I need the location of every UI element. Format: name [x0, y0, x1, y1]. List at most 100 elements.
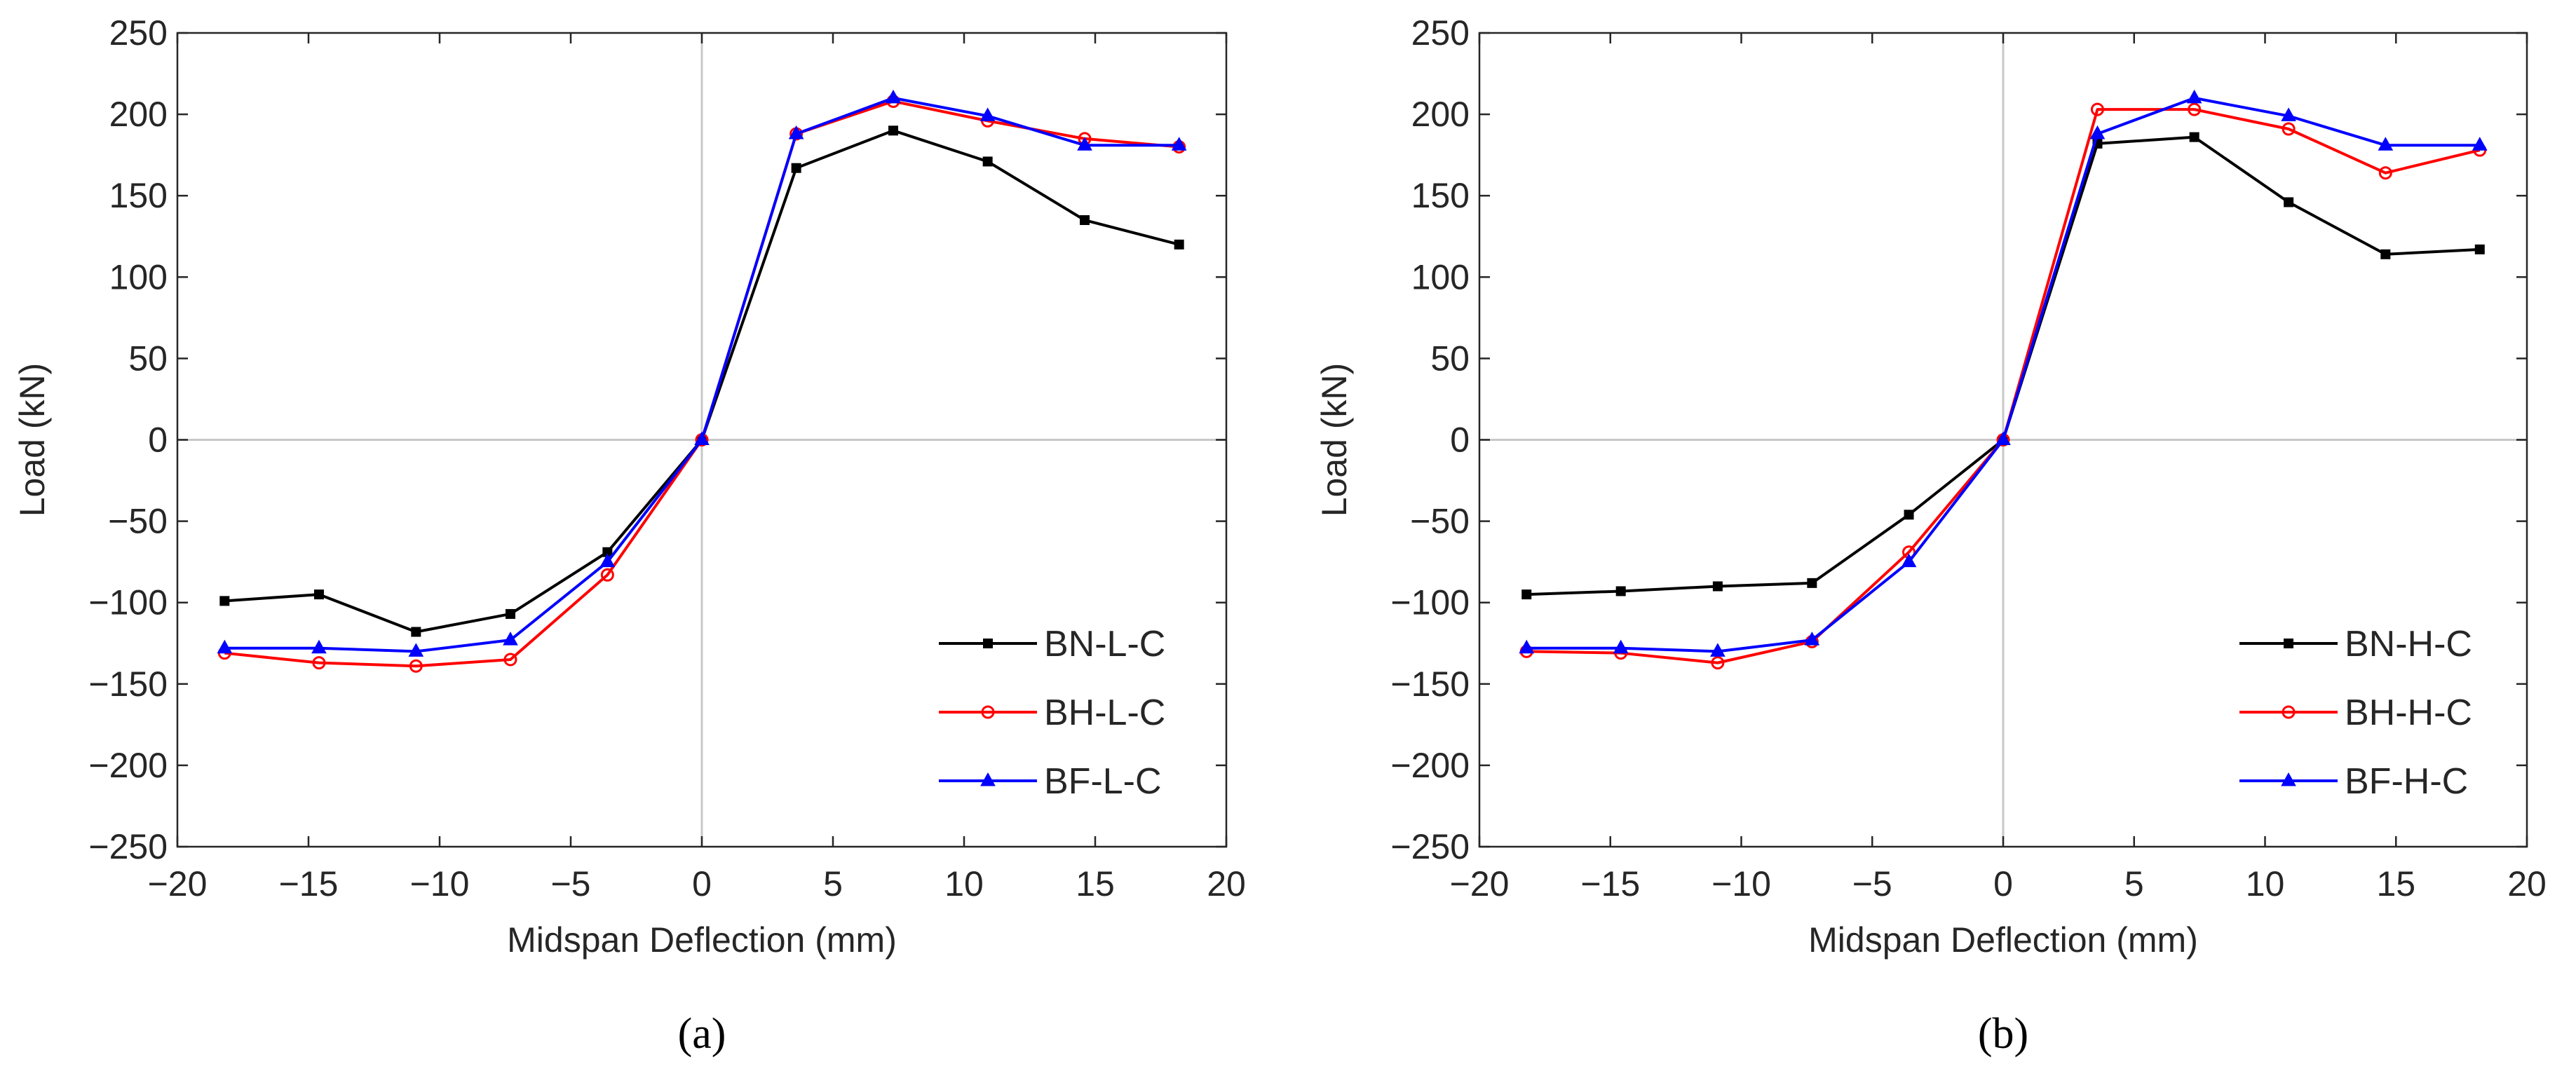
x-tick-label: −5: [550, 864, 590, 903]
data-point: [2474, 244, 2485, 254]
legend-label: BN-L-C: [1044, 624, 1165, 664]
y-tick-label: −150: [1390, 664, 1470, 704]
y-tick-label: −250: [88, 827, 168, 866]
x-tick-label: 0: [1993, 864, 2013, 903]
data-point: [411, 627, 421, 637]
data-point: [1710, 643, 1726, 657]
data-point: [1712, 581, 1723, 592]
chart-b: −20 −15 −10 −5 0 5 10 15 20250200150100500−50−10…: [1315, 13, 2547, 1058]
legend-marker: [2284, 639, 2293, 648]
data-point: [313, 589, 324, 600]
data-point: [505, 608, 515, 619]
data-point: [2378, 166, 2392, 180]
x-tick-label: 5: [2124, 864, 2144, 903]
y-tick-label: 0: [1450, 421, 1470, 460]
legend-marker: [983, 639, 993, 648]
y-tick-label: 100: [109, 257, 168, 296]
data-point: [694, 431, 710, 445]
x-tick-label: 15: [2376, 864, 2415, 903]
data-point: [312, 656, 326, 670]
data-point: [2378, 137, 2394, 151]
data-point: [600, 568, 614, 582]
y-tick-label: 250: [109, 13, 168, 53]
legend-label: BH-H-C: [2345, 693, 2472, 733]
series-BF-L-C: BF-L-C: [217, 89, 1187, 802]
y-tick-label: 50: [1430, 339, 1470, 378]
y-tick-label: 100: [1411, 257, 1470, 296]
data-point: [1171, 137, 1187, 151]
data-point: [1174, 239, 1184, 250]
x-tick-label: −10: [410, 864, 470, 903]
y-tick-label: −100: [1390, 583, 1470, 622]
data-point: [1615, 586, 1626, 596]
legend-label: BN-H-C: [2345, 624, 2472, 664]
data-point: [1080, 215, 1090, 226]
y-tick-label: −250: [1390, 827, 1470, 866]
chart-a: −20 −15 −10 −5 0 5 10 15 20250200150100500−50−10…: [13, 13, 1246, 1058]
legend-label: BH-L-C: [1044, 693, 1165, 733]
y-axis-label: Load (kN): [1315, 363, 1354, 517]
x-tick-label: 5: [823, 864, 843, 903]
data-point: [2188, 102, 2202, 116]
legend-marker: [980, 772, 996, 786]
data-point: [982, 156, 993, 167]
data-point: [2284, 197, 2294, 207]
x-tick-label: −20: [148, 864, 208, 903]
x-tick-label: −5: [1852, 864, 1892, 903]
x-tick-label: 0: [692, 864, 712, 903]
data-point: [2189, 132, 2199, 142]
legend-marker: [2282, 705, 2296, 719]
series-BF-H-C: BF-H-C: [1519, 89, 2488, 802]
data-point: [1901, 553, 1917, 568]
data-point: [219, 596, 230, 606]
data-point: [1807, 578, 1817, 588]
data-point: [1904, 510, 1914, 520]
data-point: [791, 163, 801, 173]
data-point: [408, 643, 424, 657]
y-tick-label: 150: [109, 176, 168, 215]
panel-label: (a): [678, 1010, 726, 1058]
y-tick-label: 200: [1411, 95, 1470, 134]
y-tick-label: 0: [148, 421, 168, 460]
data-point: [599, 553, 616, 568]
x-tick-label: −15: [1580, 864, 1640, 903]
y-axis-label: Load (kN): [13, 363, 52, 517]
data-point: [2089, 125, 2106, 139]
data-point: [2282, 122, 2296, 136]
y-tick-label: 50: [128, 339, 168, 378]
data-point: [2380, 249, 2391, 259]
data-point: [217, 639, 233, 654]
data-point: [886, 89, 901, 104]
data-point: [2472, 137, 2488, 151]
x-tick-label: −10: [1711, 864, 1771, 903]
legend-label: BF-L-C: [1044, 761, 1162, 802]
data-point: [788, 125, 804, 139]
data-point: [2281, 107, 2296, 121]
y-tick-label: 250: [1411, 13, 1470, 53]
data-point: [979, 107, 996, 121]
x-tick-label: −15: [279, 864, 339, 903]
y-tick-label: −150: [88, 664, 168, 704]
data-point: [2186, 89, 2202, 104]
y-tick-label: −50: [108, 502, 168, 541]
y-tick-label: 150: [1411, 176, 1470, 215]
data-point: [1519, 639, 1535, 654]
x-tick-label: −20: [1450, 864, 1510, 903]
data-point: [1711, 656, 1725, 670]
data-point: [1995, 431, 2011, 445]
y-tick-label: 200: [109, 95, 168, 134]
x-tick-label: 10: [2246, 864, 2285, 903]
x-tick-label: 20: [1207, 864, 1246, 903]
x-axis-label: Midspan Deflection (mm): [507, 920, 897, 960]
x-tick-label: 20: [2507, 864, 2547, 903]
x-tick-label: 15: [1076, 864, 1115, 903]
data-point: [888, 125, 899, 136]
y-tick-label: −50: [1410, 502, 1470, 541]
data-point: [1077, 137, 1092, 151]
data-point: [503, 632, 518, 646]
y-tick-label: −100: [88, 583, 168, 622]
data-point: [1521, 589, 1532, 600]
data-point: [409, 659, 423, 673]
